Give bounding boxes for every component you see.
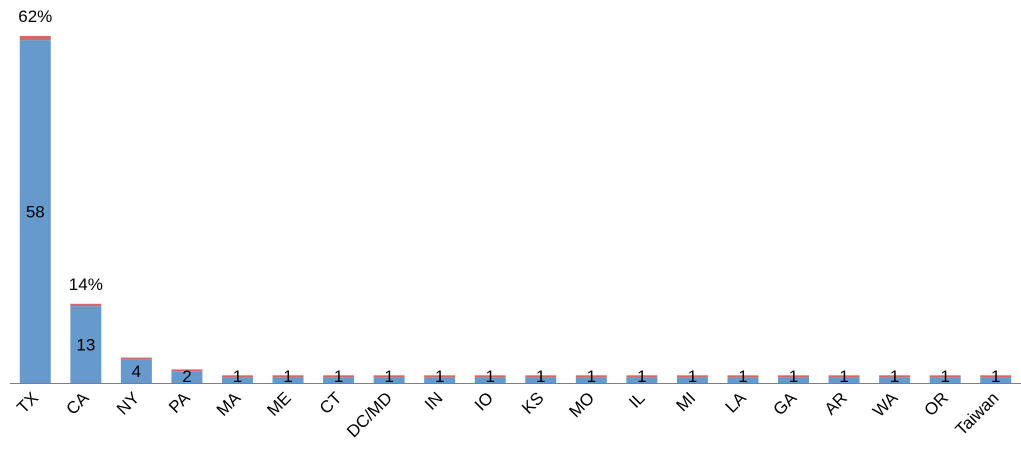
x-tick-label: IN: [421, 388, 446, 413]
data-label: 1: [283, 367, 292, 386]
x-tick-label: GA: [770, 388, 801, 419]
x-tick-label: MA: [213, 388, 245, 420]
data-label: 1: [435, 367, 444, 386]
data-label: 1: [688, 367, 697, 386]
x-tick-label: MO: [565, 388, 598, 421]
data-label: 2: [182, 367, 191, 386]
data-label: 1: [587, 367, 596, 386]
x-tick-label: CT: [316, 388, 345, 417]
data-label: 1: [789, 367, 798, 386]
x-tick-label: TX: [13, 388, 42, 417]
data-label: 1: [738, 367, 747, 386]
x-tick-label: DC/MD: [343, 388, 396, 441]
data-label: 1: [384, 367, 393, 386]
x-tick-label: ME: [263, 388, 294, 419]
bar-ca-series-2: [70, 304, 101, 306]
percent-label: 14%: [69, 275, 103, 294]
data-label: 1: [637, 367, 646, 386]
x-tick-label: PA: [165, 388, 194, 417]
x-tick-label: NY: [113, 388, 143, 418]
data-label: 1: [536, 367, 545, 386]
data-label: 1: [940, 367, 949, 386]
bar-ny-series-2: [121, 358, 152, 360]
x-tick-label: Taiwan: [952, 388, 1003, 439]
data-label: 4: [132, 362, 141, 381]
data-label: 1: [839, 367, 848, 386]
bar-tx-series-2: [20, 36, 51, 40]
data-label: 1: [334, 367, 343, 386]
data-label: 1: [485, 367, 494, 386]
data-label: 1: [233, 367, 242, 386]
percent-label: 62%: [18, 7, 52, 26]
x-tick-label: CA: [63, 388, 94, 419]
x-tick-label: LA: [722, 388, 751, 417]
x-tick-label: IO: [471, 388, 497, 414]
x-tick-label: MI: [672, 388, 699, 415]
data-label: 58: [26, 203, 45, 222]
data-label: 1: [890, 367, 899, 386]
data-label: 1: [991, 367, 1000, 386]
x-tick-label: KS: [518, 388, 547, 417]
data-label: 13: [76, 336, 95, 355]
x-tick-label: WA: [869, 388, 902, 421]
x-tick-label: AR: [821, 388, 851, 418]
x-tick-label: OR: [921, 388, 952, 419]
x-tick-label: IL: [625, 388, 648, 411]
